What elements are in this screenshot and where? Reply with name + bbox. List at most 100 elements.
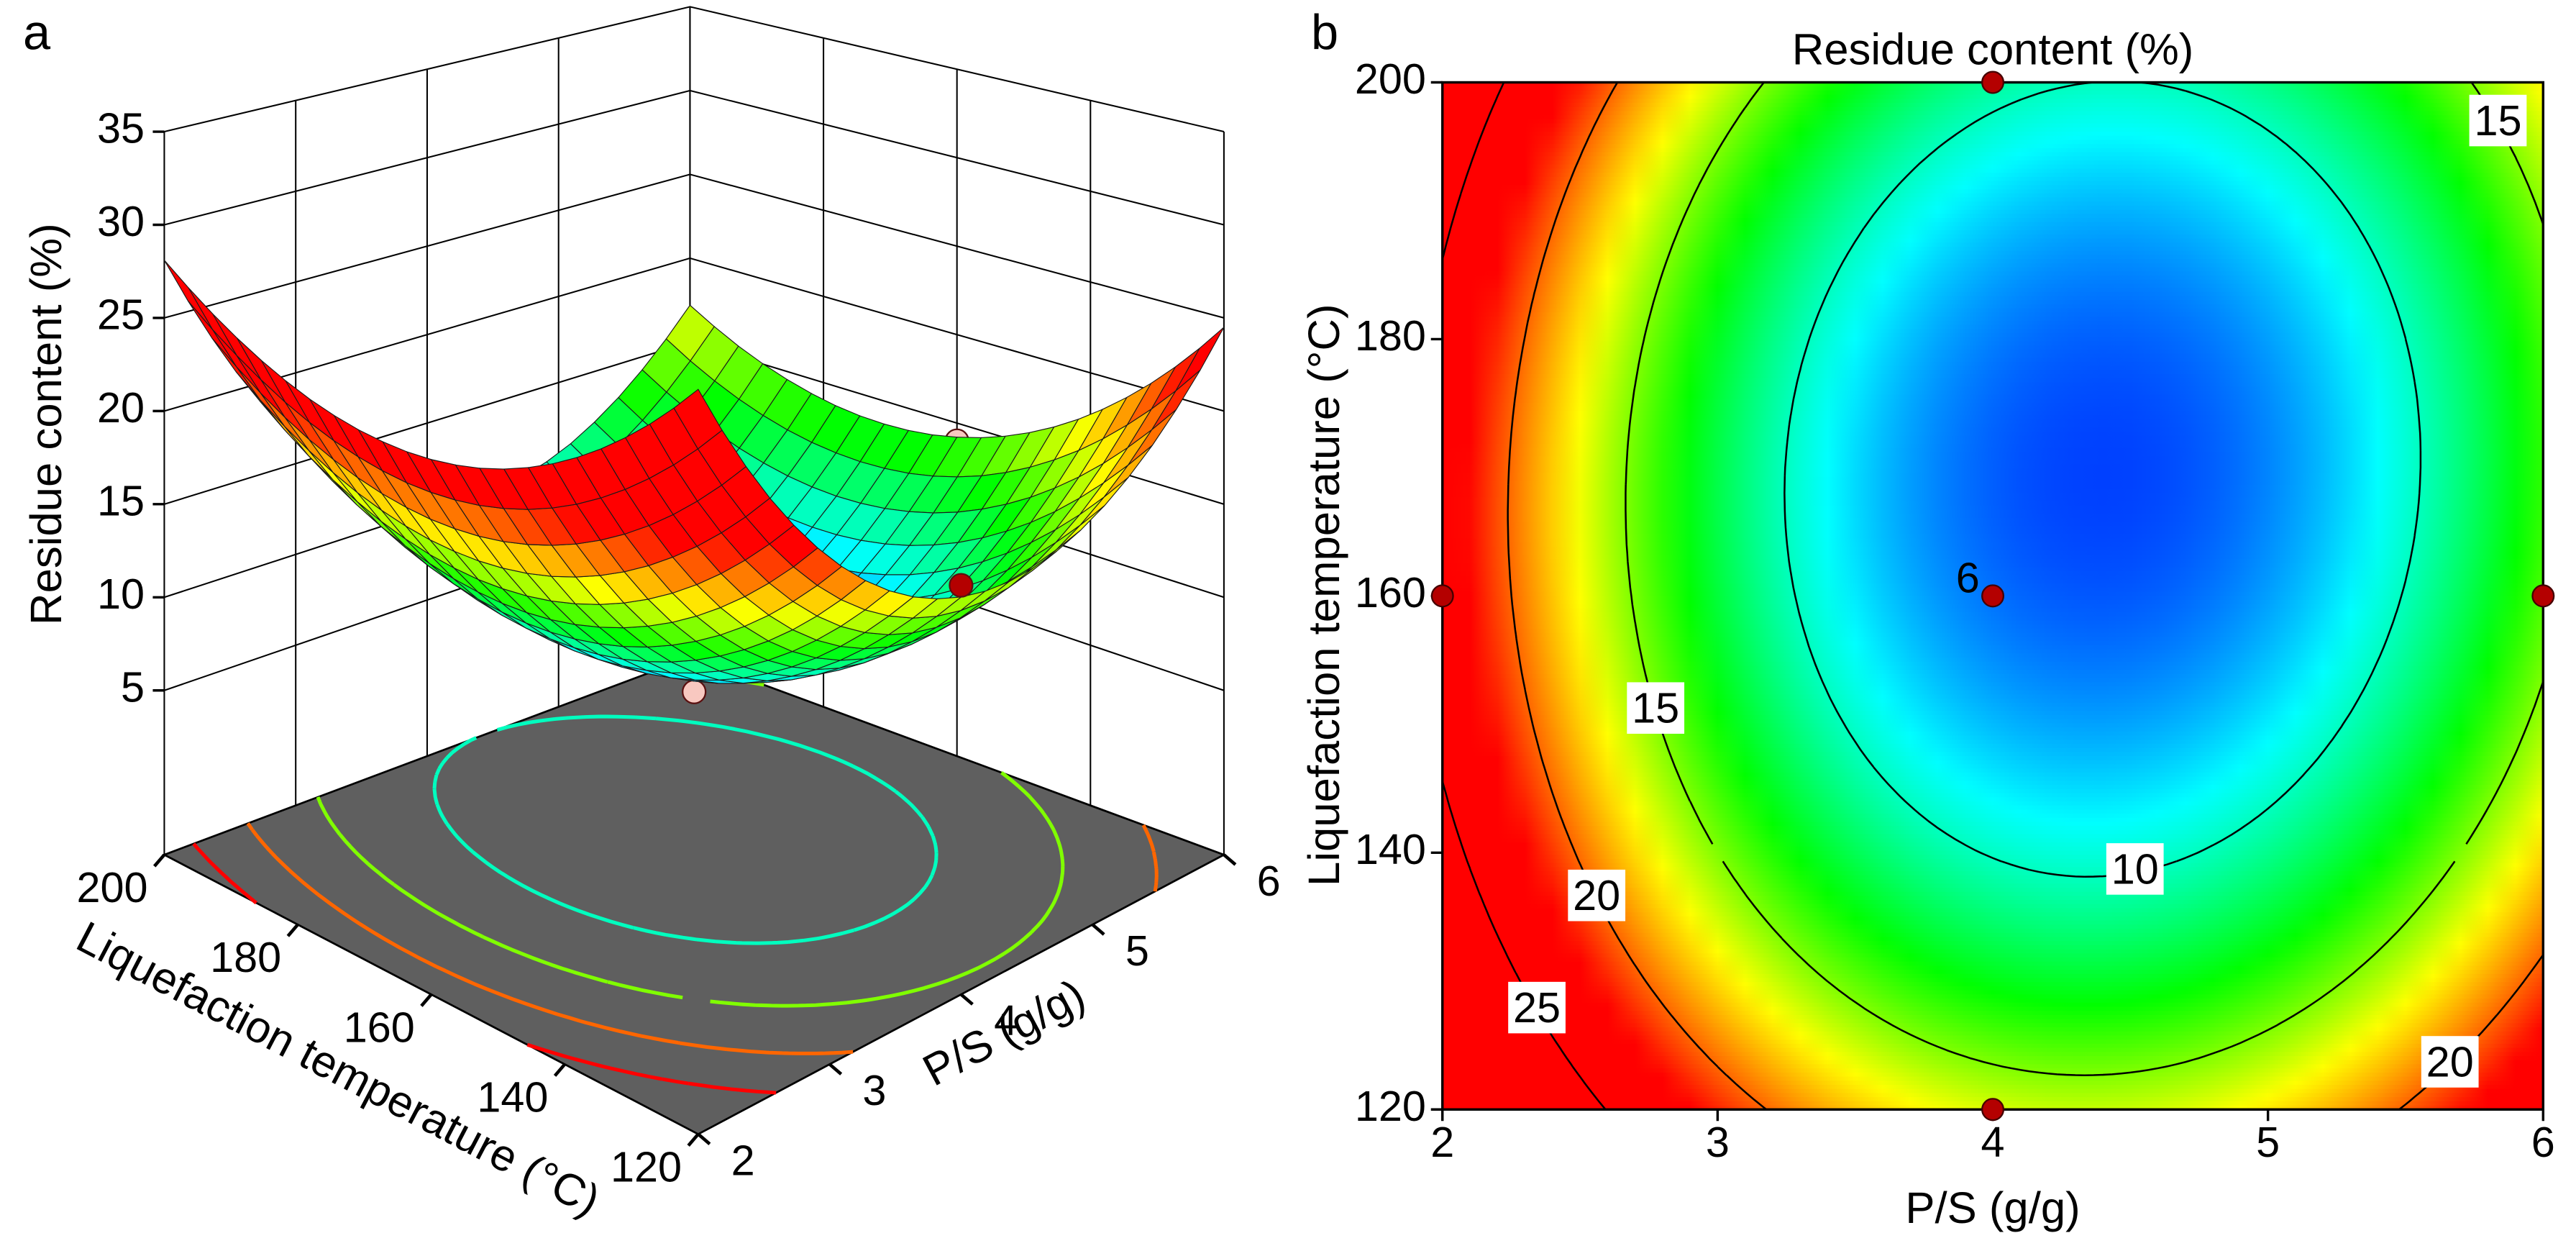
floor-contour	[246, 822, 1159, 1055]
field-row	[1442, 147, 2544, 153]
field-row	[1442, 152, 2544, 158]
field-row	[1442, 217, 2544, 224]
field-row	[1442, 998, 2544, 1004]
field-row	[1442, 488, 2544, 494]
field-row	[1442, 288, 2544, 294]
field-row	[1442, 752, 2544, 758]
field-row	[1442, 571, 2544, 577]
field-row	[1442, 904, 2544, 909]
field-row	[1442, 1081, 2544, 1086]
z-tick-label: 30	[97, 197, 145, 245]
field-row	[1442, 616, 2544, 622]
chart-title: Residue content (%)	[1792, 25, 2194, 75]
field-row	[1442, 702, 2544, 708]
field-row	[1442, 706, 2544, 712]
field-row	[1442, 205, 2544, 211]
field-row	[1442, 678, 2544, 683]
field-row	[1442, 402, 2544, 409]
y-tick-label: 120	[611, 1142, 682, 1191]
field-row	[1442, 567, 2544, 573]
field-row	[1442, 312, 2544, 318]
field-row	[1442, 300, 2544, 306]
field-row	[1442, 1068, 2544, 1074]
field-row	[1442, 263, 2544, 268]
field-row	[1442, 949, 2544, 955]
field-row	[1442, 957, 2544, 963]
field-row	[1442, 620, 2544, 626]
field-row	[1442, 538, 2544, 544]
field-row	[1442, 912, 2544, 918]
field-row	[1442, 858, 2544, 864]
field-row	[1442, 214, 2544, 219]
field-row	[1442, 932, 2544, 938]
field-row	[1442, 349, 2544, 355]
field-row	[1442, 242, 2544, 248]
field-row	[1442, 661, 2544, 667]
y-tick-label: 160	[344, 1003, 415, 1051]
field-row	[1442, 329, 2544, 335]
field-row	[1442, 144, 2544, 150]
y-tick-label: 180	[1355, 311, 1426, 360]
field-row	[1442, 608, 2544, 614]
field-row	[1442, 941, 2544, 947]
field-row	[1442, 238, 2544, 244]
panel-label: b	[1311, 5, 1338, 60]
field-row	[1442, 814, 2544, 819]
field-row	[1442, 419, 2544, 424]
y-axis-label: Liquefaction temperature (°C)	[1300, 304, 1349, 886]
y-tick	[687, 1133, 700, 1147]
panel-b: 15 20 25 10 20 15 2 3 4 5 6 120 140 160 180 200 6	[1355, 55, 2555, 1166]
field-row	[1442, 181, 2544, 186]
field-row	[1442, 452, 2544, 458]
field-row	[1442, 924, 2544, 930]
field-row	[1442, 394, 2544, 400]
field-row	[1442, 896, 2544, 901]
field-row	[1442, 464, 2544, 470]
field-row	[1442, 185, 2544, 191]
field-row	[1442, 271, 2544, 277]
field-row	[1442, 978, 2544, 983]
field-row	[1442, 1076, 2544, 1082]
field-row	[1442, 1064, 2544, 1070]
field-row	[1442, 711, 2544, 717]
field-row	[1442, 440, 2544, 445]
field-row	[1442, 341, 2544, 347]
field-row	[1442, 209, 2544, 215]
field-row	[1442, 887, 2544, 893]
field-row	[1442, 690, 2544, 696]
design-point	[2531, 584, 2555, 608]
floor-contour	[192, 842, 777, 1095]
field-row	[1442, 1093, 2544, 1098]
field-row	[1442, 476, 2544, 482]
field-row	[1442, 776, 2544, 782]
field-row	[1442, 653, 2544, 659]
surface-patch	[1175, 327, 1225, 391]
field-row	[1442, 719, 2544, 724]
x-tick-label: 6	[1257, 857, 1281, 905]
y-tick-label: 120	[1355, 1082, 1426, 1130]
field-row	[1442, 373, 2544, 380]
field-row	[1442, 916, 2544, 922]
x-tick-label: 6	[2531, 1118, 2555, 1166]
z-tick-label: 20	[97, 383, 145, 432]
field-row	[1442, 320, 2544, 326]
field-row	[1442, 1019, 2544, 1024]
contour-label: 15	[2474, 96, 2521, 145]
panel-a: 5 10 15 20 25 30 35 2 3 4 5 6 120 140 160 180 200	[77, 6, 1281, 1191]
surface-patch	[188, 287, 237, 356]
field-row	[1442, 497, 2544, 503]
point-label: 6	[1956, 554, 1980, 602]
field-row	[1442, 173, 2544, 178]
field-row	[1442, 863, 2544, 868]
field-row	[1442, 99, 2544, 104]
contour-label-bg	[2469, 94, 2527, 147]
field-row	[1442, 505, 2544, 511]
field-row	[1442, 94, 2544, 100]
field-row	[1442, 801, 2544, 807]
field-row	[1442, 509, 2544, 515]
field-row	[1442, 879, 2544, 885]
y-tick	[420, 993, 433, 1007]
floor-contour	[432, 714, 938, 945]
field-row	[1442, 1040, 2544, 1045]
field-row	[1442, 961, 2544, 967]
